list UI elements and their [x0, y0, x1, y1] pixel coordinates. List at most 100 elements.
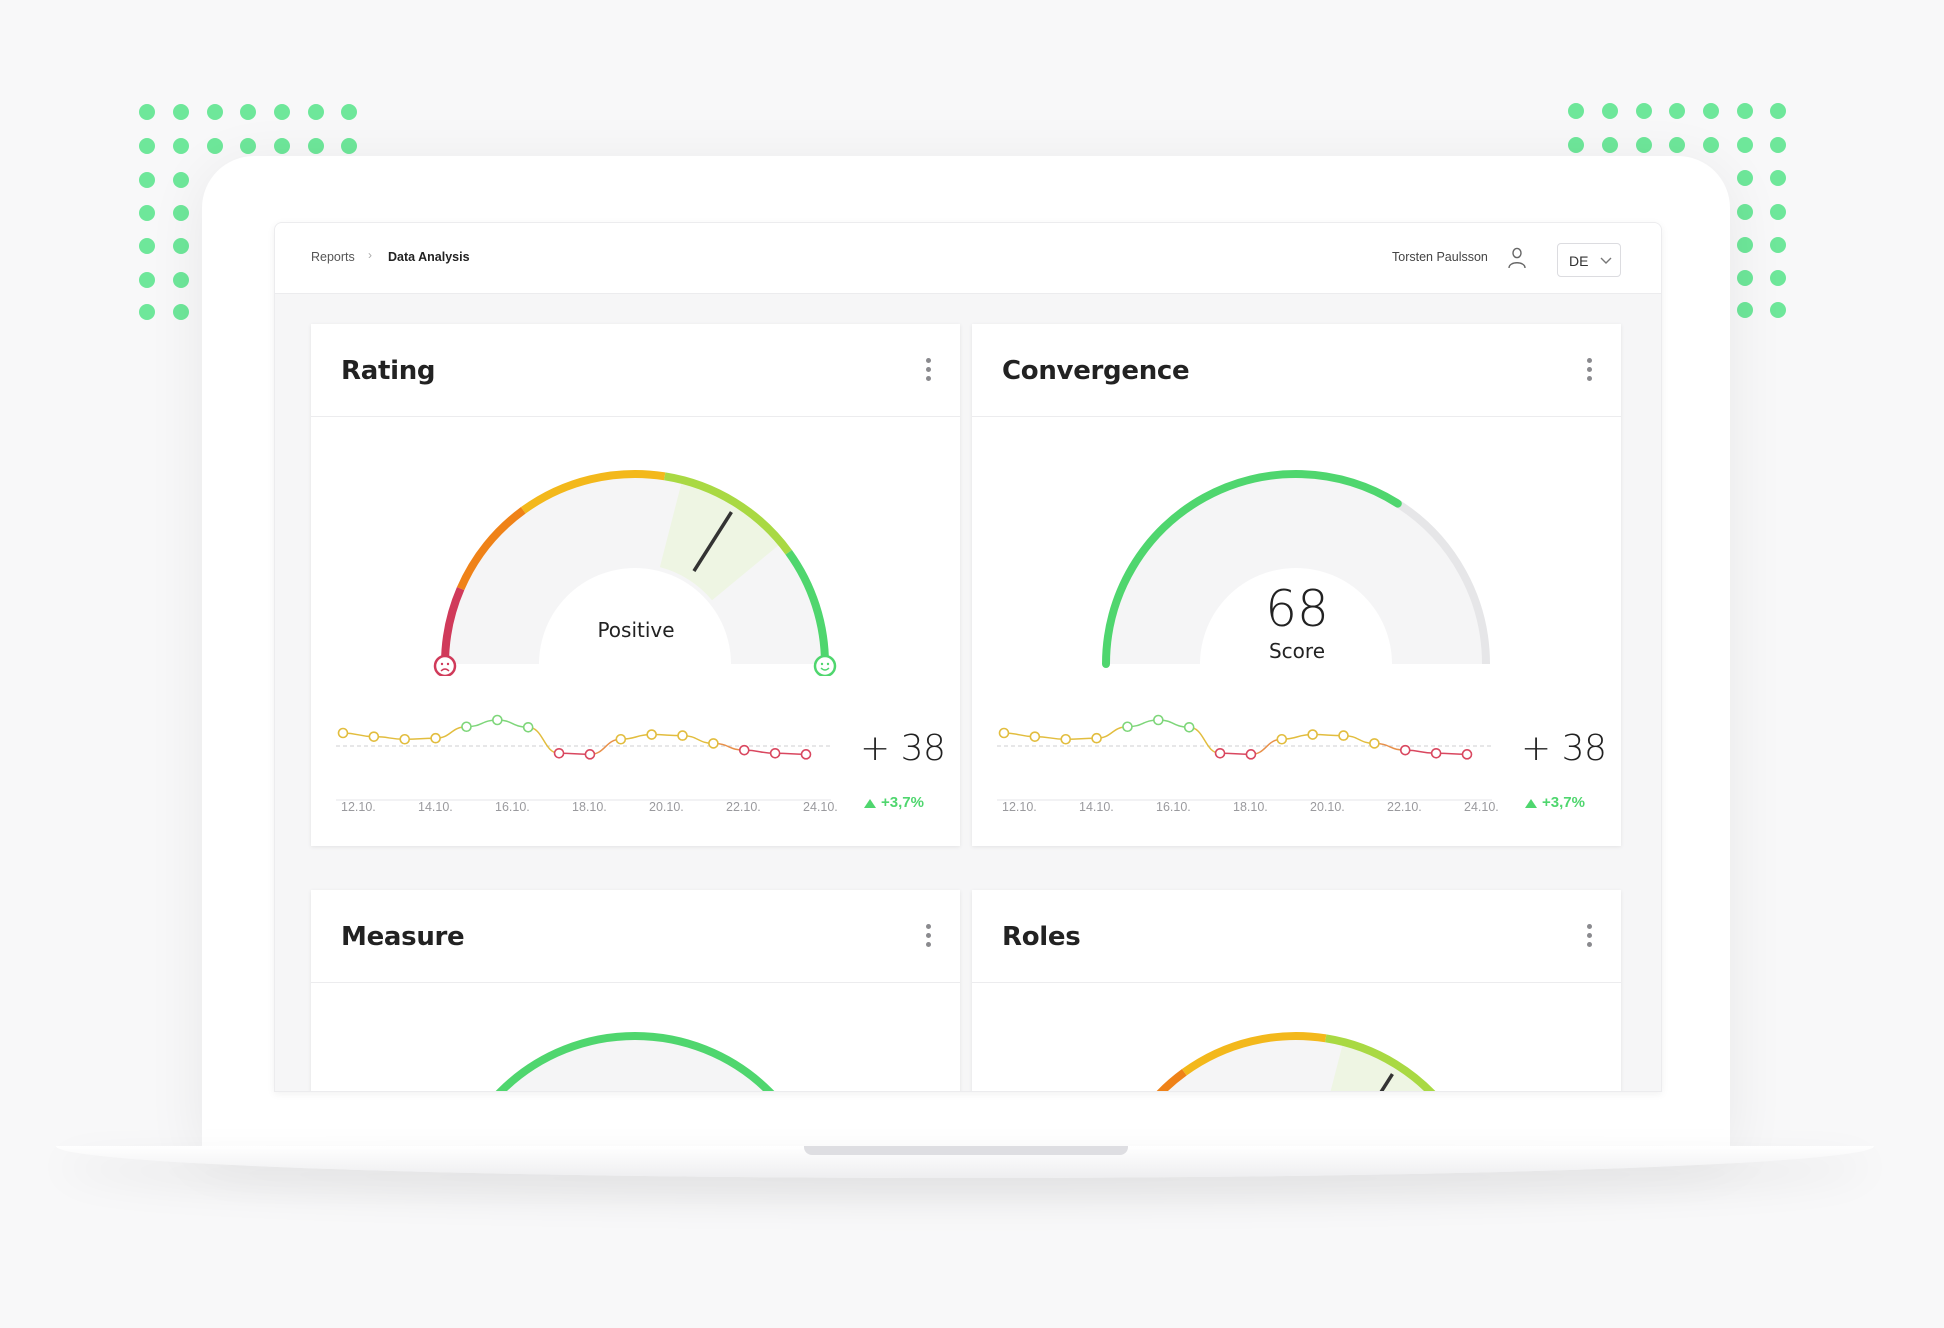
dot — [1737, 103, 1753, 119]
dot — [341, 138, 357, 154]
dot — [1737, 302, 1753, 318]
sparkline-point — [738, 744, 750, 756]
needle-highlight — [659, 483, 779, 601]
dot — [139, 205, 155, 221]
breadcrumb-current: Data Analysis — [388, 250, 470, 264]
gauge-track — [1106, 474, 1486, 664]
dot — [1602, 103, 1618, 119]
more-menu-icon[interactable] — [924, 358, 932, 384]
more-menu-icon[interactable] — [1585, 358, 1593, 384]
dot — [1568, 137, 1584, 153]
user-icon[interactable] — [1507, 247, 1527, 269]
dot — [341, 104, 357, 120]
laptop-notch — [804, 1146, 1128, 1155]
top-bar: Reports › Data Analysis Torsten Paulsson… — [275, 223, 1661, 294]
trend-sparkline — [997, 714, 1492, 801]
sparkline-point — [998, 727, 1010, 739]
date-tick: 18.10. — [572, 800, 607, 814]
sparkline-point — [1183, 721, 1195, 733]
card-title: Roles — [1002, 922, 1081, 952]
roles-gauge — [1156, 1032, 1436, 1091]
date-tick: 14.10. — [418, 800, 453, 814]
dot — [173, 238, 189, 254]
sparkline-point — [615, 733, 627, 745]
measure-gauge — [495, 1032, 775, 1091]
date-tick: 16.10. — [495, 800, 530, 814]
rating-gauge — [433, 470, 837, 676]
sparkline-point — [708, 738, 719, 749]
card-header: Rating — [311, 324, 960, 417]
dot — [1770, 170, 1786, 186]
user-name[interactable]: Torsten Paulsson — [1392, 250, 1488, 264]
delta-percent: +3,7% — [881, 794, 924, 811]
dot — [1770, 237, 1786, 253]
date-tick: 22.10. — [726, 800, 761, 814]
app-screen: Reports › Data Analysis Torsten Paulsson… — [274, 222, 1662, 1092]
sparkline-point — [1307, 729, 1318, 740]
triangle-up-icon — [1525, 799, 1537, 808]
card-title: Measure — [341, 922, 465, 952]
dot — [173, 104, 189, 120]
language-select[interactable]: DE — [1557, 243, 1621, 277]
sparkline-point — [677, 730, 688, 741]
dot — [207, 138, 223, 154]
date-tick: 12.10. — [341, 800, 376, 814]
more-menu-icon[interactable] — [924, 924, 932, 950]
date-tick: 12.10. — [1002, 800, 1037, 814]
gauge-segment — [1156, 1069, 1187, 1091]
date-tick: 20.10. — [649, 800, 684, 814]
gauge-segment — [456, 507, 526, 591]
card-measure: Measure — [311, 890, 960, 1091]
sparkline-point — [1399, 744, 1411, 756]
dot — [1636, 103, 1652, 119]
sparkline-point — [1122, 721, 1133, 733]
sparkline-point — [1276, 733, 1288, 745]
gauge-segment — [1181, 1032, 1327, 1076]
sparkline-point — [337, 727, 349, 739]
dot — [274, 138, 290, 154]
dot — [240, 104, 256, 120]
breadcrumb-reports[interactable]: Reports — [311, 250, 355, 264]
date-tick: 22.10. — [1387, 800, 1422, 814]
dot — [1737, 237, 1753, 253]
gauge-segment — [785, 549, 829, 665]
dot — [139, 104, 155, 120]
dot — [1602, 137, 1618, 153]
happy-face-icon — [813, 654, 837, 676]
dot — [173, 138, 189, 154]
sparkline-point — [646, 729, 657, 740]
card-header: Roles — [972, 890, 1621, 983]
date-tick: 16.10. — [1156, 800, 1191, 814]
date-tick: 18.10. — [1233, 800, 1268, 814]
dot — [1669, 137, 1685, 153]
dot — [173, 172, 189, 188]
dot — [274, 104, 290, 120]
card-convergence: Convergence 68 Score 12.10. 14.10. 16.10. 1… — [972, 324, 1621, 846]
chevron-down-icon — [1600, 257, 1612, 264]
dot — [1669, 103, 1685, 119]
sparkline-point — [800, 749, 812, 760]
breadcrumb-separator: › — [368, 248, 372, 262]
trend-sparkline — [336, 714, 831, 801]
dot — [139, 172, 155, 188]
sad-face-icon — [433, 654, 457, 676]
card-roles: Roles — [972, 890, 1621, 1091]
gauge-remainder — [1395, 500, 1490, 665]
date-tick: 24.10. — [803, 800, 838, 814]
sparkline-point — [368, 731, 380, 742]
gauge-track — [1162, 1036, 1430, 1091]
dot — [1737, 270, 1753, 286]
delta-value: + 38 — [1521, 728, 1607, 769]
sparkline-point — [1060, 733, 1072, 745]
score-label: Score — [1268, 639, 1325, 663]
sparkline-point — [430, 732, 441, 744]
needle-highlight — [1330, 1045, 1424, 1091]
more-menu-icon[interactable] — [1585, 924, 1593, 950]
gauge-segment — [520, 470, 666, 514]
dot — [1770, 103, 1786, 119]
dot — [308, 138, 324, 154]
sparkline-point — [1214, 747, 1226, 759]
dot — [1770, 270, 1786, 286]
dot — [308, 104, 324, 120]
dot — [173, 272, 189, 288]
